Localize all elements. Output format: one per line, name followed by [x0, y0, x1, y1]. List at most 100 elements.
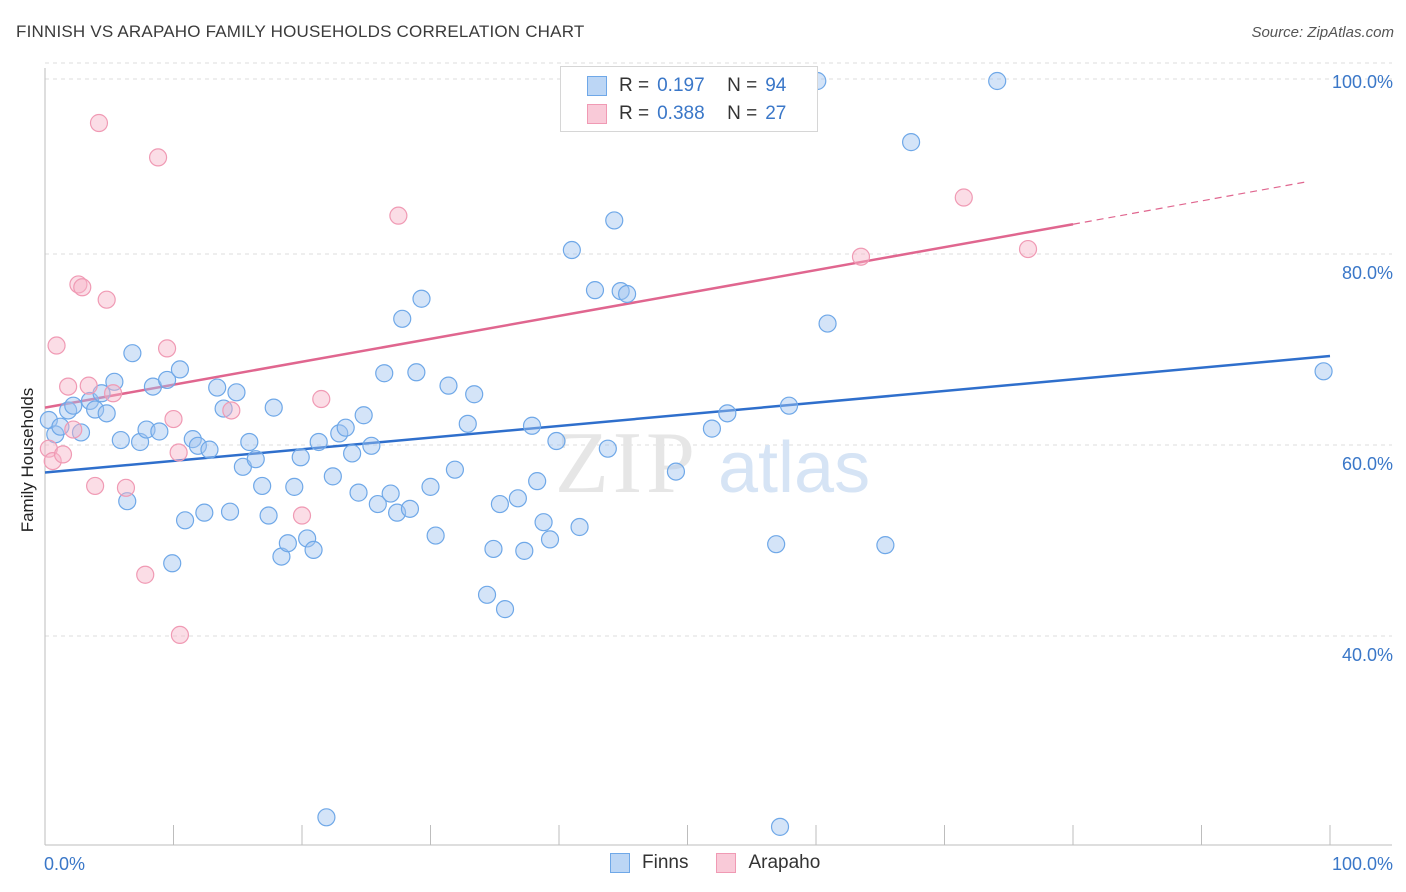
series-legend: Finns Arapaho: [610, 852, 848, 874]
point-finns: [278, 534, 297, 553]
point-finns: [562, 240, 581, 260]
point-finns: [585, 281, 605, 300]
point-arapaho: [59, 377, 78, 396]
legend-item-arapaho[interactable]: Arapaho: [716, 852, 820, 874]
point-arapaho: [73, 278, 92, 297]
point-arapaho: [43, 451, 62, 471]
n-label: N =: [727, 103, 758, 124]
point-finns: [439, 376, 458, 395]
point-finns: [407, 363, 426, 382]
chart-title: FINNISH VS ARAPAHO FAMILY HOUSEHOLDS COR…: [16, 22, 585, 41]
legend-item-finns[interactable]: Finns: [610, 852, 688, 874]
watermark-atlas: atlas: [718, 428, 870, 508]
point-finns: [534, 513, 553, 532]
watermark: ZIP atlas: [555, 415, 870, 512]
point-arapaho: [954, 188, 973, 207]
r-value-arapaho: 0.388: [657, 103, 705, 124]
source-label: Source: ZipAtlas.com: [1251, 24, 1394, 41]
point-finns: [298, 529, 317, 548]
legend-swatch-finns: [610, 853, 630, 873]
point-finns: [618, 284, 637, 304]
point-finns: [381, 484, 400, 503]
legend-row-arapaho: R = 0.388 N = 27: [587, 101, 786, 127]
point-finns: [246, 450, 265, 469]
n-value-finns: 94: [765, 75, 787, 96]
point-finns: [200, 440, 219, 459]
point-finns: [767, 535, 786, 554]
point-finns: [336, 418, 355, 437]
point-finns: [421, 477, 440, 496]
point-finns: [495, 600, 515, 619]
y-tick-label: 60.0%: [1342, 454, 1393, 474]
legend-label-finns: Finns: [642, 852, 689, 873]
point-finns: [718, 404, 737, 423]
legend-row-finns: R = 0.197 N = 94: [587, 73, 786, 99]
legend-swatch-arapaho: [716, 853, 737, 873]
point-finns: [97, 404, 116, 423]
point-arapaho: [64, 420, 83, 439]
point-finns: [227, 383, 246, 402]
point-finns: [465, 385, 484, 404]
point-finns: [477, 585, 497, 604]
point-finns: [458, 414, 477, 433]
point-finns: [317, 808, 336, 827]
point-finns: [304, 540, 323, 560]
point-arapaho: [389, 206, 408, 225]
point-finns: [86, 400, 105, 419]
y-tick-label: 80.0%: [1342, 263, 1393, 283]
point-finns: [150, 422, 169, 441]
y-axis-label: Family Households: [18, 387, 37, 533]
point-finns: [195, 503, 214, 522]
watermark-zip: ZIP: [555, 415, 699, 512]
point-finns: [309, 432, 328, 452]
point-finns: [393, 309, 412, 328]
point-finns: [253, 476, 272, 496]
point-finns: [666, 462, 686, 481]
data-points: [39, 71, 1333, 836]
point-finns: [123, 344, 142, 363]
point-arapaho: [86, 476, 105, 496]
tick-labels: 40.0% 60.0% 80.0% 100.0% 0.0% 100.0%: [44, 72, 1393, 874]
point-arapaho: [851, 247, 871, 266]
point-finns: [605, 211, 624, 230]
point-arapaho: [116, 478, 136, 497]
point-finns: [368, 494, 387, 514]
point-finns: [157, 370, 177, 390]
point-finns: [598, 439, 617, 458]
point-arapaho: [47, 336, 66, 355]
point-arapaho: [312, 389, 331, 409]
r-label: R =: [619, 75, 650, 96]
point-finns: [111, 430, 130, 450]
x-tick-label: 0.0%: [44, 854, 85, 874]
point-arapaho: [169, 443, 188, 462]
point-finns: [323, 467, 342, 486]
point-finns: [522, 416, 542, 435]
point-finns: [988, 71, 1007, 91]
point-finns: [702, 419, 722, 438]
point-finns: [220, 502, 240, 521]
point-finns: [445, 460, 465, 479]
point-finns: [547, 431, 566, 451]
point-finns: [508, 489, 527, 508]
point-arapaho: [136, 565, 155, 584]
point-finns: [770, 817, 790, 836]
point-finns: [291, 448, 310, 467]
point-arapaho: [79, 376, 98, 395]
point-finns: [264, 398, 283, 417]
point-finns: [400, 499, 420, 518]
legend-swatch-arapaho: [587, 104, 607, 124]
x-tick-label: 100.0%: [1332, 854, 1393, 874]
r-label: R =: [619, 103, 650, 124]
trend-extension-arapaho: [1072, 181, 1305, 225]
point-arapaho: [157, 339, 177, 358]
point-arapaho: [148, 148, 168, 167]
point-finns: [375, 364, 394, 383]
y-tick-label: 40.0%: [1342, 645, 1393, 665]
point-finns: [426, 526, 445, 545]
point-finns: [188, 436, 208, 455]
point-finns: [349, 483, 368, 502]
point-finns: [540, 530, 560, 549]
point-finns: [779, 396, 799, 415]
point-finns: [118, 492, 137, 511]
